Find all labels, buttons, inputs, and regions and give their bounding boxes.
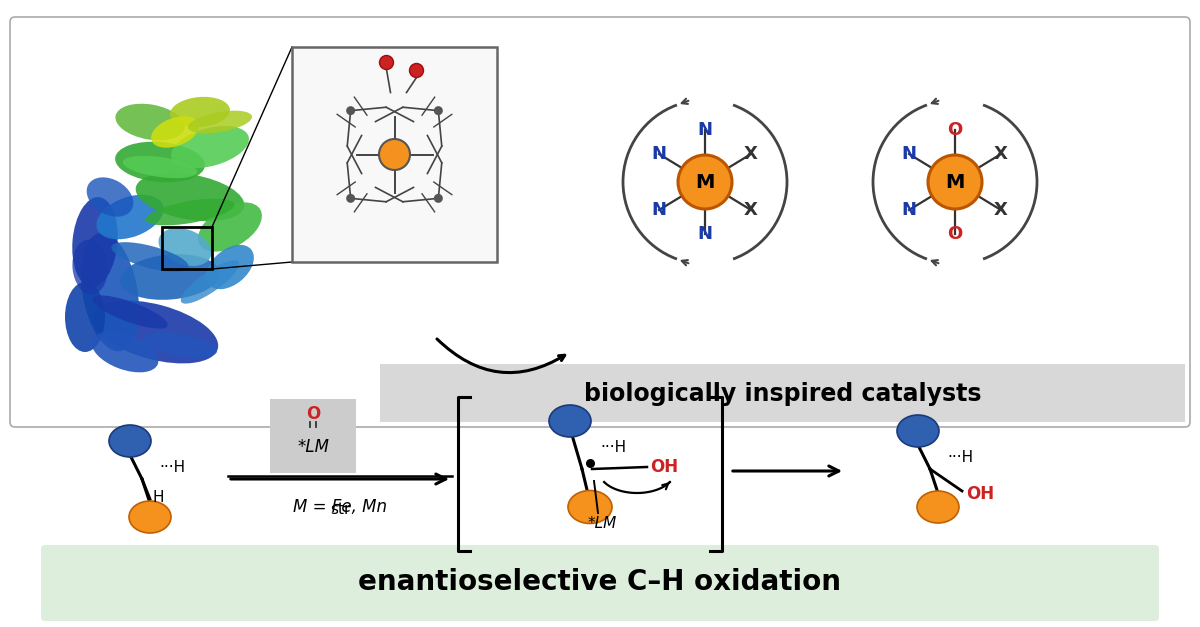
Text: O: O — [947, 225, 962, 243]
FancyBboxPatch shape — [41, 545, 1159, 621]
Ellipse shape — [72, 197, 118, 287]
Ellipse shape — [898, 415, 940, 447]
FancyBboxPatch shape — [270, 399, 356, 473]
Ellipse shape — [91, 332, 158, 372]
Ellipse shape — [115, 103, 185, 140]
FancyBboxPatch shape — [10, 17, 1190, 427]
Ellipse shape — [568, 490, 612, 524]
Text: M = Fe, Mn: M = Fe, Mn — [293, 498, 386, 516]
Circle shape — [346, 106, 355, 115]
Text: X: X — [744, 201, 758, 219]
Text: H: H — [152, 490, 163, 505]
Text: str: str — [330, 502, 350, 517]
Ellipse shape — [145, 199, 234, 225]
Ellipse shape — [170, 97, 230, 127]
Ellipse shape — [206, 245, 254, 289]
Text: *LM: *LM — [587, 517, 617, 532]
Circle shape — [379, 56, 394, 70]
Text: N: N — [652, 201, 666, 219]
Ellipse shape — [917, 491, 959, 523]
Bar — [162, 227, 212, 269]
Ellipse shape — [158, 228, 211, 266]
Text: M: M — [695, 172, 715, 191]
Ellipse shape — [188, 110, 252, 134]
Text: N: N — [901, 145, 917, 163]
Ellipse shape — [96, 195, 163, 240]
Ellipse shape — [112, 242, 188, 272]
Ellipse shape — [65, 282, 106, 352]
Text: ···H: ···H — [947, 450, 973, 465]
Circle shape — [409, 63, 424, 78]
Text: OH: OH — [650, 458, 678, 476]
Text: M: M — [946, 172, 965, 191]
Text: O: O — [947, 121, 962, 139]
Text: O: O — [306, 405, 320, 423]
Ellipse shape — [550, 405, 592, 437]
Ellipse shape — [136, 173, 245, 221]
Text: X: X — [994, 201, 1008, 219]
Ellipse shape — [172, 126, 248, 168]
Text: ···H: ···H — [600, 440, 626, 455]
Ellipse shape — [130, 501, 172, 533]
Ellipse shape — [198, 203, 262, 251]
Text: N: N — [652, 145, 666, 163]
Text: ···H: ···H — [158, 460, 185, 475]
Ellipse shape — [120, 254, 220, 300]
Circle shape — [346, 194, 355, 203]
Ellipse shape — [86, 177, 133, 217]
Circle shape — [678, 155, 732, 209]
Text: N: N — [901, 201, 917, 219]
Text: *LM: *LM — [298, 438, 329, 456]
Text: X: X — [994, 145, 1008, 163]
Circle shape — [434, 106, 443, 115]
Ellipse shape — [109, 425, 151, 457]
Text: X: X — [744, 145, 758, 163]
Text: N: N — [697, 225, 713, 243]
Ellipse shape — [72, 240, 108, 295]
Ellipse shape — [151, 117, 199, 148]
Text: biologically inspired catalysts: biologically inspired catalysts — [584, 382, 982, 406]
Ellipse shape — [122, 155, 197, 178]
Bar — [380, 364, 1186, 422]
Ellipse shape — [181, 260, 239, 303]
Circle shape — [379, 139, 410, 170]
Ellipse shape — [92, 295, 168, 329]
Text: OH: OH — [966, 485, 994, 503]
Ellipse shape — [143, 332, 217, 357]
Text: N: N — [697, 121, 713, 139]
Circle shape — [928, 155, 982, 209]
Ellipse shape — [92, 300, 218, 364]
Ellipse shape — [115, 142, 205, 182]
Circle shape — [434, 194, 443, 203]
Text: enantioselective C–H oxidation: enantioselective C–H oxidation — [359, 569, 841, 596]
Ellipse shape — [80, 233, 139, 351]
Bar — [292, 47, 497, 262]
